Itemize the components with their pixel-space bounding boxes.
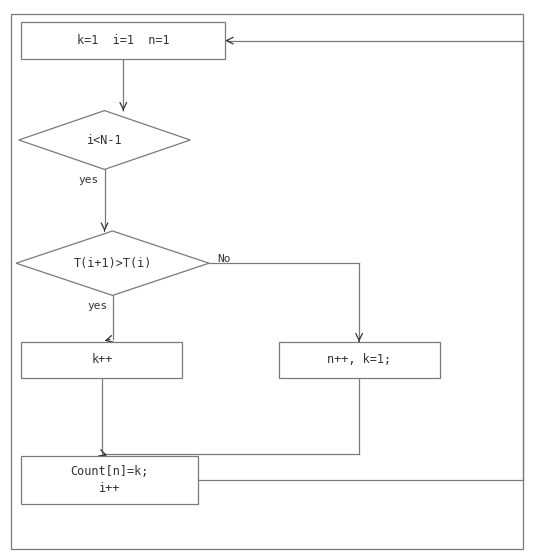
Text: Count[n]=k;: Count[n]=k; bbox=[71, 465, 149, 478]
Text: n++, k=1;: n++, k=1; bbox=[327, 353, 391, 366]
Polygon shape bbox=[16, 231, 209, 296]
FancyBboxPatch shape bbox=[21, 456, 198, 504]
Polygon shape bbox=[19, 111, 190, 169]
Text: yes: yes bbox=[87, 301, 107, 311]
Text: No: No bbox=[217, 254, 230, 264]
Text: i++: i++ bbox=[99, 482, 121, 495]
Text: i<N-1: i<N-1 bbox=[87, 133, 122, 147]
FancyBboxPatch shape bbox=[21, 342, 182, 378]
Text: T(i+1)>T(i): T(i+1)>T(i) bbox=[73, 256, 152, 270]
FancyBboxPatch shape bbox=[21, 22, 225, 59]
Text: k++: k++ bbox=[91, 353, 113, 366]
Text: yes: yes bbox=[79, 175, 99, 185]
FancyBboxPatch shape bbox=[279, 342, 440, 378]
Text: k=1  i=1  n=1: k=1 i=1 n=1 bbox=[77, 34, 169, 47]
